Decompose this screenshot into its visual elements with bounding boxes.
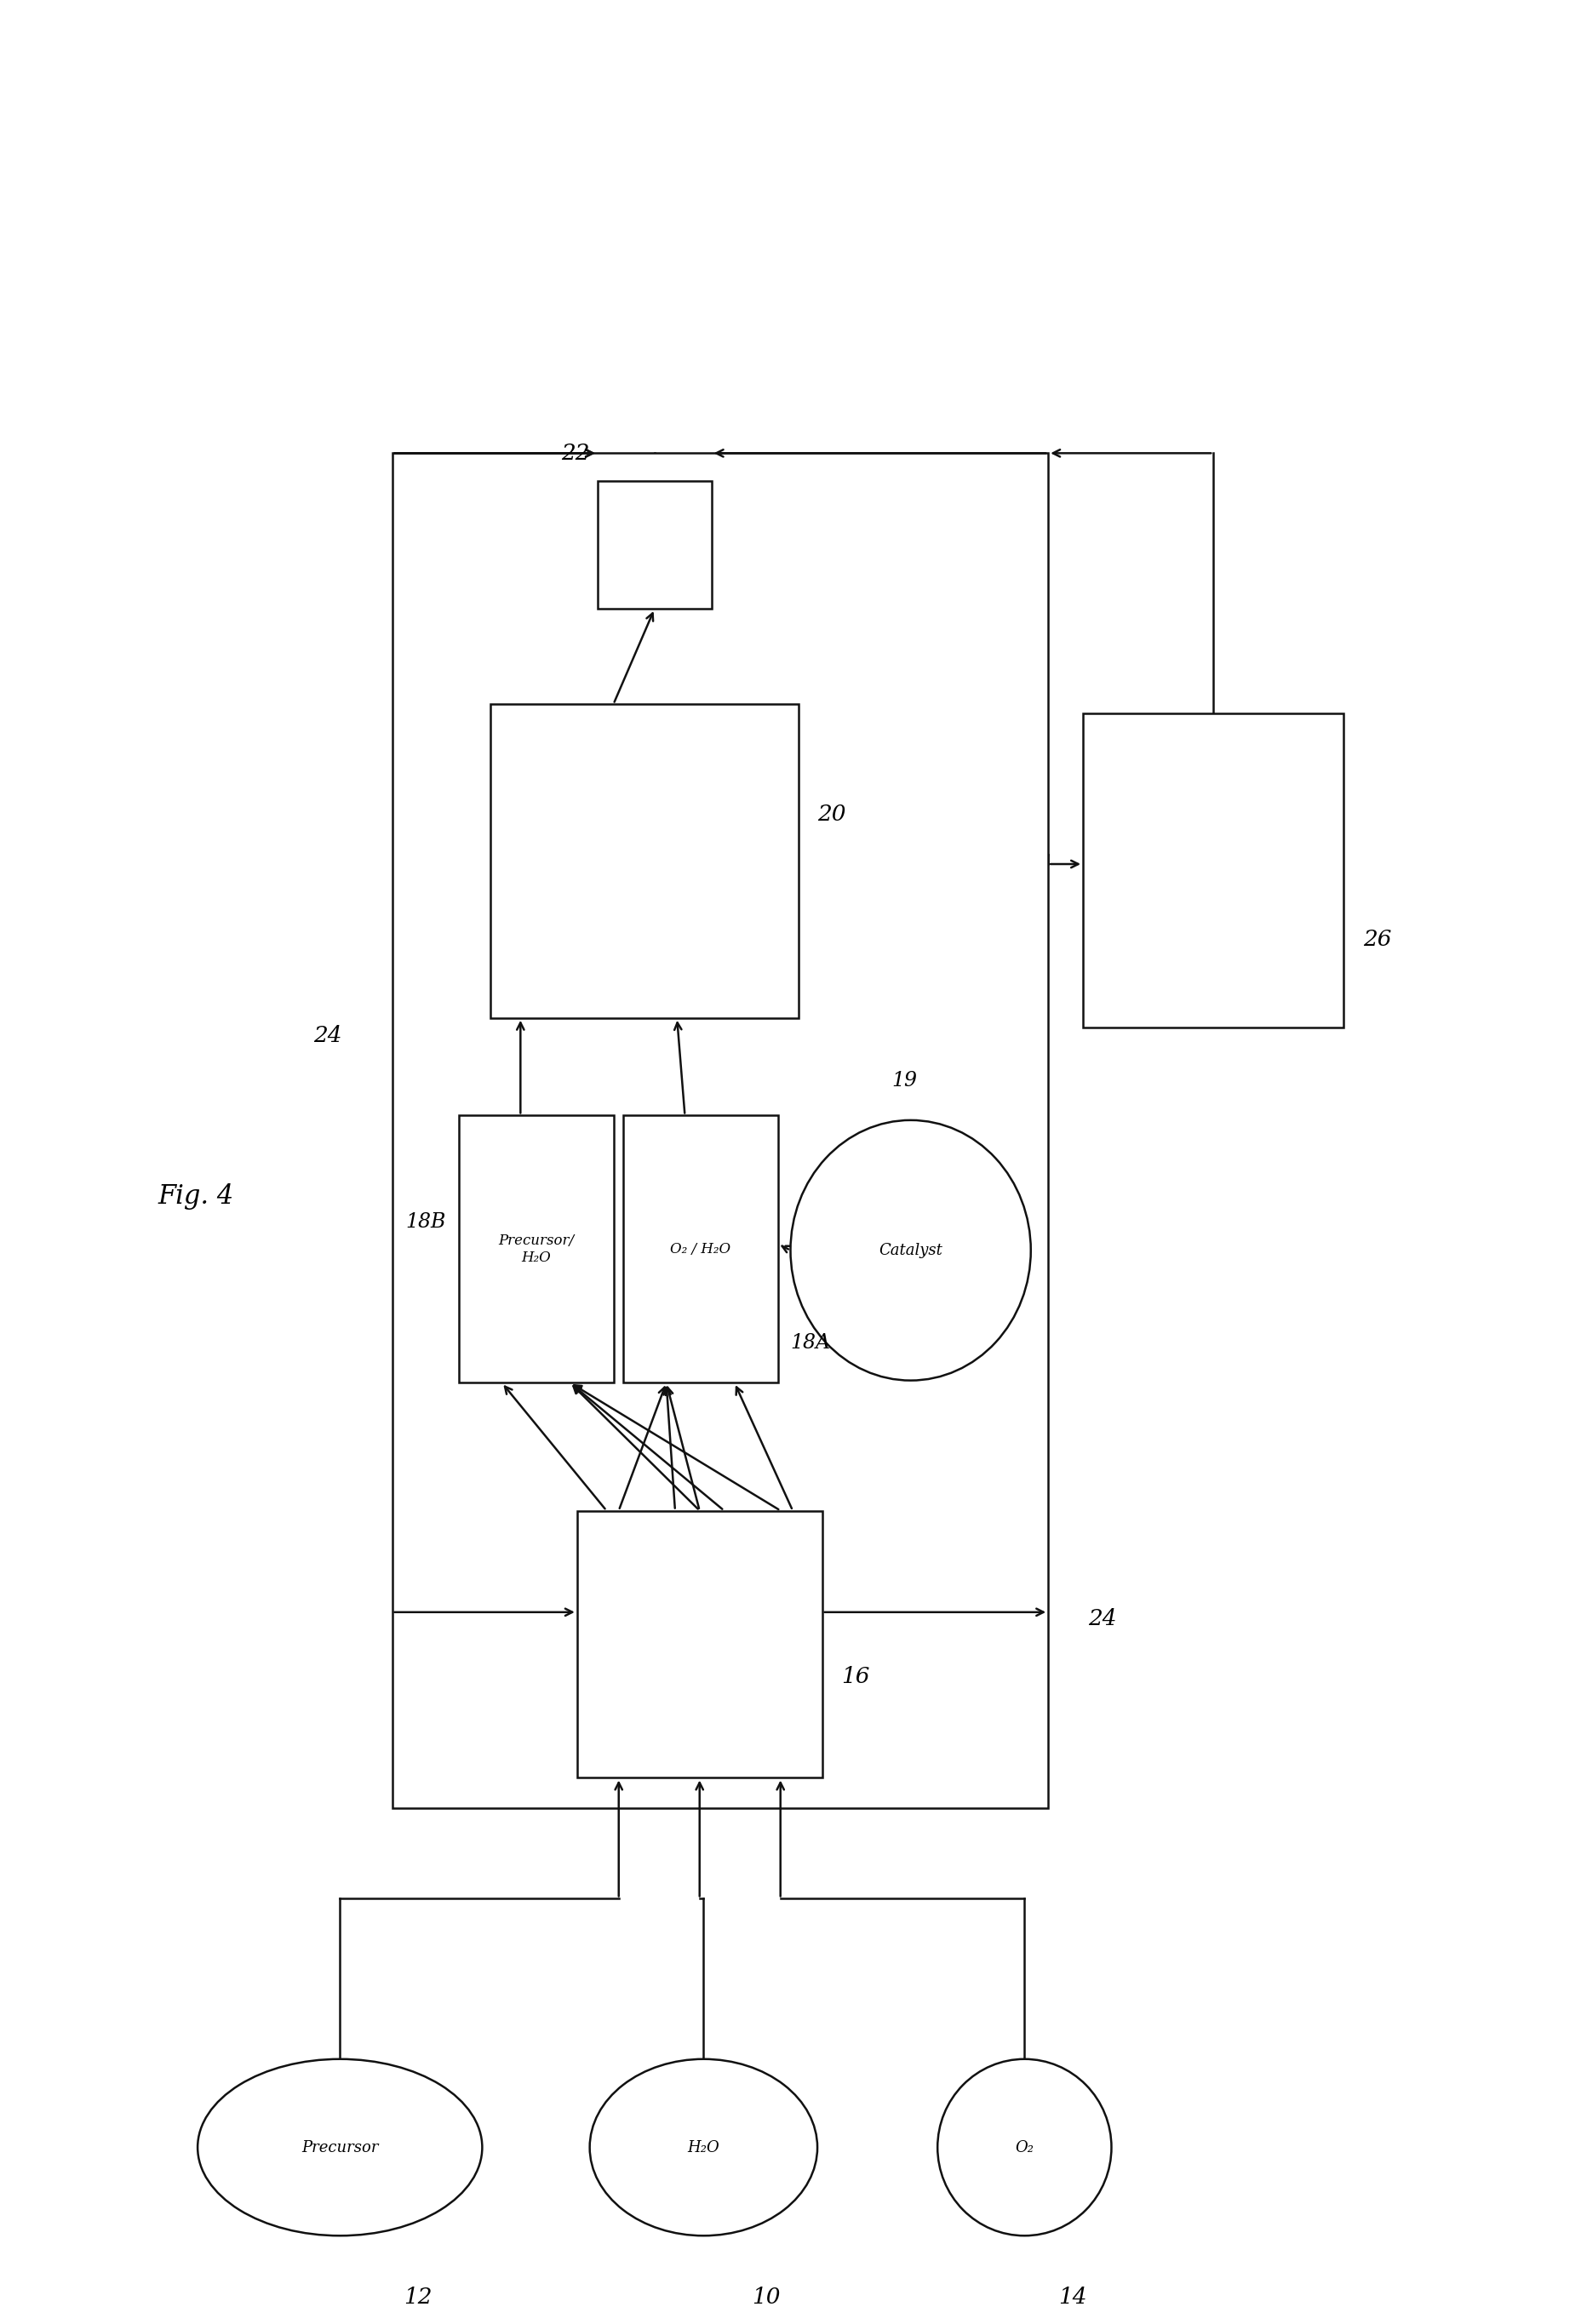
Text: 18B: 18B bbox=[405, 1213, 446, 1232]
Text: 18A: 18A bbox=[790, 1334, 830, 1353]
Text: Precursor: Precursor bbox=[302, 2140, 378, 2154]
Text: 10: 10 bbox=[753, 2287, 781, 2308]
Text: 12: 12 bbox=[403, 2287, 433, 2308]
Text: 14: 14 bbox=[1058, 2287, 1086, 2308]
Bar bbox=[458, 1116, 613, 1383]
Text: O₂ / H₂O: O₂ / H₂O bbox=[670, 1241, 730, 1257]
Ellipse shape bbox=[590, 2059, 817, 2236]
Text: 24: 24 bbox=[313, 1025, 341, 1046]
Text: H₂O: H₂O bbox=[688, 2140, 719, 2154]
Text: 16: 16 bbox=[841, 1666, 870, 1687]
Text: 26: 26 bbox=[1363, 930, 1391, 951]
Text: 20: 20 bbox=[817, 804, 846, 825]
Bar bbox=[598, 481, 711, 609]
Bar bbox=[392, 453, 1048, 1808]
Text: O₂: O₂ bbox=[1015, 2140, 1034, 2154]
Bar bbox=[490, 704, 798, 1018]
Text: Fig. 4: Fig. 4 bbox=[158, 1183, 234, 1211]
Bar bbox=[1083, 713, 1344, 1027]
Ellipse shape bbox=[790, 1120, 1031, 1380]
Text: 19: 19 bbox=[892, 1071, 917, 1090]
Text: 24: 24 bbox=[1088, 1608, 1116, 1629]
Bar bbox=[623, 1116, 778, 1383]
Text: Precursor/
H₂O: Precursor/ H₂O bbox=[498, 1234, 574, 1264]
Ellipse shape bbox=[198, 2059, 482, 2236]
Text: Catalyst: Catalyst bbox=[879, 1243, 942, 1257]
Text: 22: 22 bbox=[561, 442, 590, 465]
Ellipse shape bbox=[938, 2059, 1111, 2236]
Bar bbox=[577, 1511, 822, 1778]
